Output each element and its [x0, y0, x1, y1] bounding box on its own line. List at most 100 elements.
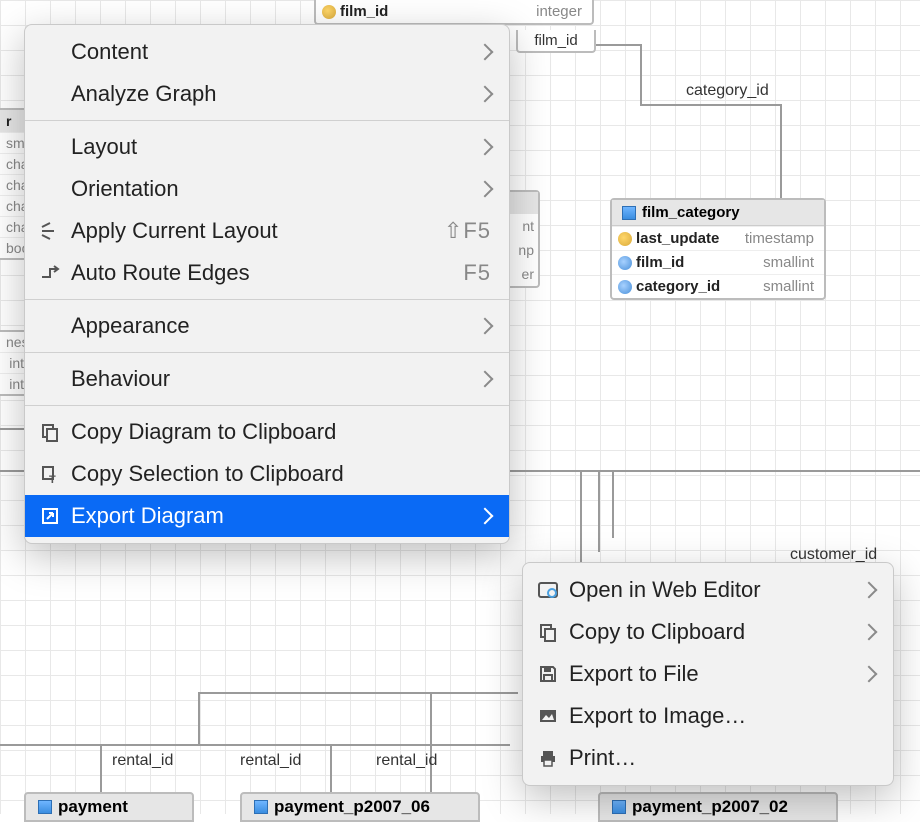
submenu-item-print[interactable]: Print…: [523, 737, 893, 779]
connector: [0, 428, 24, 430]
copy-icon: [39, 421, 61, 443]
menu-label: Appearance: [71, 313, 457, 339]
menu-separator: [25, 120, 509, 121]
column-name: category_id: [636, 278, 720, 295]
chevron-right-icon: [477, 181, 494, 198]
copy-text-icon: T: [39, 463, 61, 485]
connector: [0, 744, 510, 746]
table-icon: [38, 800, 52, 814]
route-edges-icon: [39, 262, 61, 284]
submenu-item-open-web-editor[interactable]: Open in Web Editor: [523, 569, 893, 611]
table-row[interactable]: category_id smallint: [612, 274, 824, 298]
menu-label: Export to Image…: [569, 703, 875, 729]
chevron-right-icon: [477, 371, 494, 388]
export-icon: [39, 505, 61, 527]
menu-item-appearance[interactable]: Appearance: [25, 305, 509, 347]
chevron-right-icon: [477, 318, 494, 335]
column-name: last_update: [636, 230, 719, 247]
column-type: timestamp: [745, 230, 814, 247]
table-stub-payment-2007-02[interactable]: payment_p2007_02: [598, 792, 838, 822]
connector: [198, 692, 200, 744]
connector: [640, 104, 780, 106]
menu-item-layout[interactable]: Layout: [25, 126, 509, 168]
menu-label: Print…: [569, 745, 875, 771]
key-icon: [618, 232, 632, 246]
menu-separator: [25, 405, 509, 406]
edge-label-rental-3: rental_id: [376, 752, 437, 770]
context-submenu-export[interactable]: Open in Web Editor Copy to Clipboard Exp…: [522, 562, 894, 786]
submenu-item-copy-clipboard[interactable]: Copy to Clipboard: [523, 611, 893, 653]
fk-icon: [618, 256, 632, 270]
column-name: film_id: [636, 254, 684, 271]
column-name: film_id: [340, 3, 388, 20]
menu-label: Layout: [71, 134, 457, 160]
table-icon: [254, 800, 268, 814]
menu-item-behaviour[interactable]: Behaviour: [25, 358, 509, 400]
connector: [198, 692, 518, 694]
connector: [430, 692, 432, 800]
menu-label: Export Diagram: [71, 503, 457, 529]
connector: [598, 470, 600, 552]
menu-label: Apply Current Layout: [71, 218, 434, 244]
menu-item-orientation[interactable]: Orientation: [25, 168, 509, 210]
menu-label: Analyze Graph: [71, 81, 457, 107]
column-type: smallint: [763, 254, 814, 271]
table-row[interactable]: last_update timestamp: [612, 226, 824, 250]
chevron-right-icon: [477, 44, 494, 61]
menu-item-copy-diagram[interactable]: Copy Diagram to Clipboard: [25, 411, 509, 453]
column-type: integer: [536, 3, 582, 20]
table-film-category[interactable]: film_category last_update timestamp film…: [610, 198, 826, 300]
print-icon: [537, 747, 559, 769]
submenu-item-export-file[interactable]: Export to File: [523, 653, 893, 695]
menu-item-export-diagram[interactable]: Export Diagram: [25, 495, 509, 537]
web-editor-icon: [537, 579, 559, 601]
menu-label: Behaviour: [71, 366, 457, 392]
menu-label: Export to File: [569, 661, 841, 687]
key-icon: [322, 5, 336, 19]
table-fragment-top: film_id integer: [314, 0, 594, 25]
table-header: film_category: [612, 200, 824, 226]
menu-separator: [25, 299, 509, 300]
chevron-right-icon: [861, 582, 878, 599]
menu-label: Content: [71, 39, 457, 65]
edge-label-rental-2: rental_id: [240, 752, 301, 770]
menu-separator: [25, 352, 509, 353]
menu-label: Copy Selection to Clipboard: [71, 461, 491, 487]
menu-item-content[interactable]: Content: [25, 31, 509, 73]
table-title: payment_p2007_02: [632, 797, 788, 817]
copy-icon: [537, 621, 559, 643]
connector: [780, 104, 782, 198]
menu-item-apply-current-layout[interactable]: Apply Current Layout ⇧F5: [25, 210, 509, 252]
table-title: payment_p2007_06: [274, 797, 430, 817]
apply-layout-icon: [39, 220, 61, 242]
context-menu[interactable]: Content Analyze Graph Layout Orientation…: [24, 24, 510, 544]
menu-item-copy-selection[interactable]: T Copy Selection to Clipboard: [25, 453, 509, 495]
table-icon: [622, 206, 636, 220]
connector: [640, 44, 642, 104]
table-fragment-top-right: film_id: [516, 30, 596, 53]
table-icon: [612, 800, 626, 814]
table-stub-payment-2007-06[interactable]: payment_p2007_06: [240, 792, 480, 822]
menu-label: Open in Web Editor: [569, 577, 841, 603]
submenu-item-export-image[interactable]: Export to Image…: [523, 695, 893, 737]
connector: [596, 44, 640, 46]
chevron-right-icon: [477, 86, 494, 103]
fk-icon: [618, 280, 632, 294]
table-title: payment: [58, 797, 128, 817]
table-stub-payment[interactable]: payment: [24, 792, 194, 822]
table-fragment-right-strip: nt np er: [505, 190, 540, 288]
menu-label: Copy to Clipboard: [569, 619, 841, 645]
table-row[interactable]: film_id smallint: [612, 250, 824, 274]
menu-item-analyze-graph[interactable]: Analyze Graph: [25, 73, 509, 115]
chevron-right-icon: [477, 508, 494, 525]
image-icon: [537, 705, 559, 727]
menu-item-auto-route-edges[interactable]: Auto Route Edges F5: [25, 252, 509, 294]
connector: [612, 470, 614, 538]
chevron-right-icon: [861, 666, 878, 683]
table-title: film_category: [642, 204, 740, 221]
edge-label-rental-1: rental_id: [112, 752, 173, 770]
menu-label: Copy Diagram to Clipboard: [71, 419, 491, 445]
menu-label: Auto Route Edges: [71, 260, 453, 286]
menu-shortcut: F5: [463, 260, 491, 286]
menu-label: Orientation: [71, 176, 457, 202]
